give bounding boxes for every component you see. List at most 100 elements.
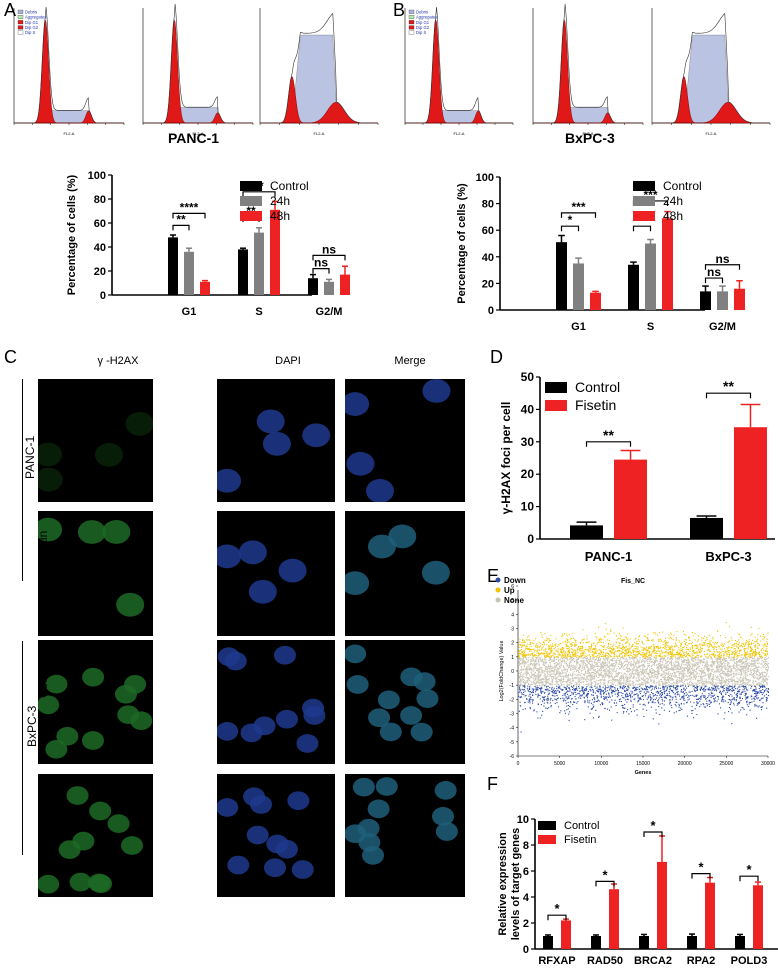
scatter-point-none — [630, 662, 632, 664]
scatter-point-none — [709, 673, 711, 675]
scatter-point-none — [724, 668, 727, 670]
scatter-point-none — [727, 674, 730, 676]
scatter-point-up — [688, 637, 690, 639]
scatter-point-none — [660, 680, 662, 682]
scatter-point-none — [540, 680, 543, 682]
scatter-point-up — [624, 650, 626, 652]
scatter-point-none — [616, 674, 618, 676]
scatter-point-none — [721, 667, 723, 669]
scatter-point-none — [680, 668, 682, 670]
scatter-point-none — [694, 657, 696, 659]
scatter-point-none — [660, 659, 662, 661]
scatter-point-none — [662, 681, 664, 683]
scatter-point-none — [591, 658, 593, 660]
scatter-point-none — [668, 668, 670, 670]
scatter-point-up — [546, 643, 548, 645]
scatter-point-none — [598, 674, 600, 676]
scatter-point-up — [599, 638, 601, 640]
scatter-point-none — [739, 670, 742, 672]
scatter-point-up — [738, 652, 740, 655]
scatter-point-up — [607, 639, 609, 641]
scatter-point-none — [538, 664, 540, 666]
scatter-point-none — [578, 657, 580, 659]
scatter-point-none — [703, 680, 705, 682]
scatter-point-up — [567, 655, 569, 657]
scatter-point-none — [531, 663, 533, 665]
scatter-point-none — [692, 671, 694, 673]
scatter-point-up — [629, 647, 631, 649]
scatter-point-up — [546, 639, 548, 641]
scatter-point-up — [751, 649, 753, 651]
scatter-point-none — [542, 663, 544, 665]
scatter-point-none — [665, 681, 667, 683]
scatter-point-none — [741, 669, 743, 671]
scatter-point-none — [602, 663, 604, 665]
scatter-point-up — [554, 653, 556, 655]
scatter-point-up — [608, 642, 610, 645]
scatter-point-up — [726, 655, 728, 657]
scatter-point-none — [583, 674, 585, 676]
scatter-point-up — [541, 634, 543, 636]
scatter-point-up — [647, 650, 649, 652]
scatter-point-none — [537, 674, 539, 676]
scatter-point-none — [621, 676, 623, 678]
scatter-point-up — [762, 636, 764, 638]
scatter-point-none — [714, 678, 717, 680]
scatter-point-none — [602, 658, 604, 660]
scatter-point-none — [604, 670, 606, 672]
scatter-point-none — [681, 663, 683, 665]
scatter-point-up — [566, 653, 569, 656]
scatter-point-none — [542, 683, 544, 685]
scatter-point-up — [630, 646, 632, 648]
scatter-point-none — [614, 665, 616, 668]
scatter-point-up — [523, 655, 525, 657]
scatter-point-none — [549, 675, 551, 677]
scatter-point-up — [561, 635, 563, 637]
scatter-point-up — [632, 649, 634, 651]
scatter-point-none — [556, 669, 558, 672]
scatter-point-none — [660, 667, 663, 669]
scatter-point-none — [522, 669, 524, 671]
scatter-point-none — [733, 658, 735, 660]
scatter-point-none — [584, 670, 586, 672]
scatter-point-none — [676, 678, 678, 680]
scatter-point-none — [712, 679, 714, 682]
scatter-point-none — [596, 662, 598, 665]
scatter-point-none — [598, 665, 600, 667]
nucleus — [278, 558, 307, 583]
scatter-point-none — [588, 671, 590, 673]
scatter-point-none — [702, 682, 705, 684]
scatter-point-none — [653, 675, 655, 677]
scatter-point-none — [545, 661, 547, 663]
scatter-point-none — [607, 666, 609, 668]
nucleus — [432, 807, 455, 826]
scatter-point-none — [661, 674, 663, 676]
scatter-point-up — [566, 656, 568, 658]
y-tick-label: 20 — [94, 266, 106, 278]
scatter-point-up — [688, 643, 690, 645]
scatter-point-none — [711, 665, 713, 667]
scatter-point-none — [545, 677, 547, 679]
scatter-point-up — [587, 641, 589, 644]
scatter-point-none — [608, 667, 610, 670]
scatter-point-none — [717, 659, 719, 661]
scatter-point-none — [718, 663, 720, 666]
scatter-point-none — [766, 682, 768, 684]
micrograph-r2-c1 — [216, 640, 335, 764]
scatter-point-none — [526, 675, 528, 677]
scatter-point-none — [635, 662, 637, 664]
scatter-point-none — [531, 668, 533, 670]
scatter-point-up — [678, 649, 680, 651]
scatter-point-none — [593, 672, 595, 674]
scatter-point-none — [584, 673, 586, 675]
scatter-point-none — [725, 680, 727, 682]
legend-label: Debris — [416, 9, 428, 14]
nucleus — [368, 708, 391, 728]
scatter-point-none — [733, 680, 736, 682]
scatter-point-none — [757, 682, 759, 684]
scatter-point-none — [637, 683, 639, 685]
scatter-point-none — [725, 660, 727, 662]
scatter-point-up — [600, 644, 602, 647]
scatter-point-none — [723, 671, 725, 673]
scatter-point-none — [523, 683, 525, 685]
